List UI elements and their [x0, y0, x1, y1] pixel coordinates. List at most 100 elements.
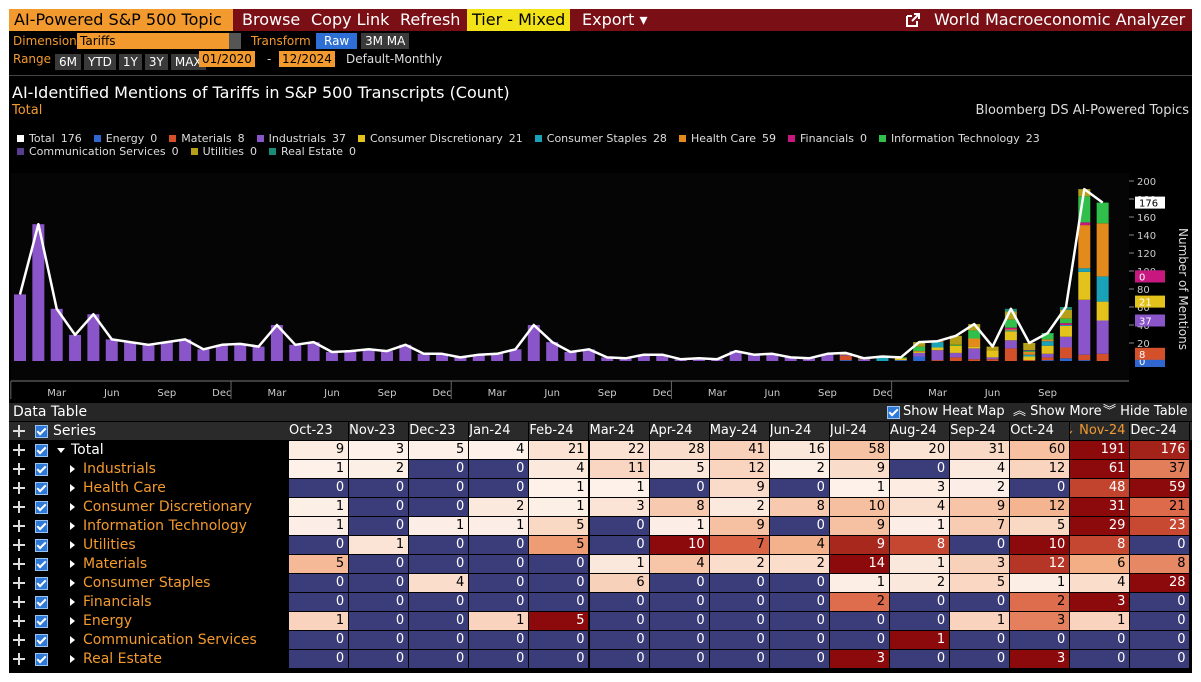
range-button[interactable]: YTD [84, 54, 116, 70]
bar-segment [949, 345, 962, 353]
column-header[interactable]: Dec-23 [409, 422, 470, 440]
end-input[interactable]: 12/2024 [279, 51, 335, 67]
column-header[interactable]: May-24 [710, 422, 770, 440]
row-cross[interactable] [13, 558, 25, 570]
expand-arrow[interactable] [70, 503, 75, 511]
range-button[interactable]: 6M [55, 54, 81, 70]
expand-arrow[interactable] [70, 617, 75, 625]
row-checkbox[interactable] [35, 539, 48, 552]
row-checkbox[interactable] [35, 615, 48, 628]
column-header[interactable]: Aug-24 [890, 422, 951, 440]
legend-item: Total 176 [17, 132, 82, 145]
browse-button[interactable]: Browse [242, 10, 301, 29]
row-cross[interactable] [13, 577, 25, 589]
range-button[interactable]: MAX [170, 54, 206, 70]
row-checkbox[interactable] [35, 577, 48, 590]
heat-cell: 1 [589, 555, 650, 573]
row-checkbox[interactable] [35, 596, 48, 609]
row-cross[interactable] [13, 501, 25, 513]
row-checkbox[interactable] [35, 558, 48, 571]
dimension-input[interactable]: Tariffs [77, 33, 233, 49]
heat-map-toggle[interactable]: Show Heat Map [903, 404, 1005, 419]
column-header[interactable]: Apr-24 [650, 422, 710, 440]
column-header[interactable]: Mar-24 [590, 422, 650, 440]
expand-arrow[interactable] [70, 655, 75, 663]
row-checkbox[interactable] [35, 634, 48, 647]
export-button[interactable]: Export ▾ [582, 10, 648, 29]
range-button[interactable]: 3Y [144, 54, 168, 70]
row-cross[interactable] [13, 634, 25, 646]
heat-cell: 0 [289, 593, 350, 611]
column-header[interactable]: Jan-24 [469, 422, 530, 440]
expand-arrow[interactable] [70, 465, 75, 473]
expand-arrow[interactable] [70, 636, 75, 644]
hide-table[interactable]: ︾ Hide Table [1103, 404, 1188, 419]
expand-arrow[interactable] [70, 522, 75, 530]
bar-segment [1004, 311, 1017, 320]
legend-label: Information Technology [890, 132, 1020, 145]
heat-cell: 0 [769, 612, 830, 630]
row-cross[interactable] [13, 482, 25, 494]
expand-arrow[interactable] [70, 560, 75, 568]
tier-button[interactable]: Tier - Mixed [467, 9, 571, 31]
series-name: Total [71, 442, 104, 458]
start-input[interactable]: 01/2020 [199, 51, 255, 67]
heat-cell: 0 [349, 612, 410, 630]
column-header[interactable]: Jul-24 [830, 422, 890, 440]
show-more[interactable]: ︽ Show More [1013, 404, 1102, 419]
column-header[interactable]: Nov-24 ↓ [1070, 422, 1131, 440]
heat-cell: 1 [289, 498, 350, 516]
row-cross[interactable] [13, 615, 25, 627]
row-checkbox[interactable] [35, 463, 48, 476]
row-checkbox[interactable] [35, 482, 48, 495]
row-cross[interactable] [13, 653, 25, 665]
refresh-button[interactable]: Refresh [400, 10, 461, 29]
header-checkbox[interactable] [35, 425, 48, 438]
dropdown[interactable] [229, 33, 241, 49]
column-header[interactable]: Oct-23 [289, 422, 350, 440]
heat-cell: 12 [1010, 498, 1071, 516]
heat-cell: 0 [769, 631, 830, 649]
heat-cell: 0 [529, 650, 590, 668]
bar [692, 358, 705, 361]
heat-cell: 4 [769, 536, 830, 554]
show-more-label[interactable]: Show More [1030, 404, 1102, 419]
row-checkbox[interactable] [35, 653, 48, 666]
expand-arrow[interactable] [70, 541, 75, 549]
row-cross[interactable] [13, 444, 25, 456]
heat-cell: 0 [1130, 650, 1191, 668]
hide-table-label[interactable]: Hide Table [1120, 404, 1188, 419]
ma-button[interactable]: 3M MA [361, 33, 410, 49]
expand-arrow[interactable] [70, 484, 75, 492]
column-header[interactable]: Jun-24 [770, 422, 830, 440]
expand-arrow[interactable] [57, 448, 65, 453]
column-header[interactable]: Sep-24 [950, 422, 1011, 440]
row-checkbox[interactable] [35, 501, 48, 514]
legend-label: Utilities [202, 145, 244, 158]
heat-cell: 9 [829, 517, 890, 535]
row-cross[interactable] [13, 539, 25, 551]
column-header[interactable]: Feb-24 [529, 422, 590, 440]
column-header[interactable]: Oct-24 [1010, 422, 1071, 440]
value-badge-label: 0 [1139, 357, 1145, 368]
row-checkbox[interactable] [35, 444, 48, 457]
legend-swatch [256, 135, 264, 142]
heat-cell: 3 [349, 441, 410, 459]
raw-button[interactable]: Raw [316, 33, 358, 49]
heat-map-checkbox[interactable] [887, 406, 900, 419]
heat-cell: 1 [890, 631, 951, 649]
row-cross[interactable] [13, 520, 25, 532]
expand-arrow[interactable] [70, 579, 75, 587]
copy-link-button[interactable]: Copy Link [311, 10, 390, 29]
expand-arrow[interactable] [70, 598, 75, 606]
heat-cell: 0 [409, 555, 470, 573]
row-cross[interactable] [13, 596, 25, 608]
column-header[interactable]: Dec-24 [1130, 422, 1191, 440]
row-cross[interactable] [13, 463, 25, 475]
row-checkbox[interactable] [35, 520, 48, 533]
column-header[interactable]: Nov-23 [349, 422, 410, 440]
bar-segment [968, 359, 981, 361]
bar-segment [1023, 356, 1036, 361]
bar-segment [1023, 352, 1036, 355]
range-button[interactable]: 1Y [118, 54, 142, 70]
